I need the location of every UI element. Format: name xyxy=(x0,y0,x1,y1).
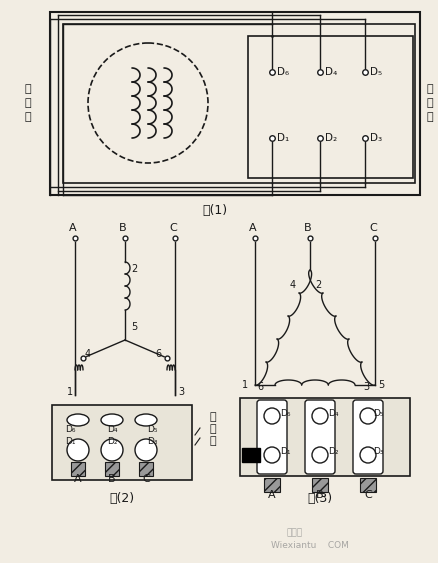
Text: 4: 4 xyxy=(85,349,91,359)
Bar xyxy=(139,462,153,476)
Text: A: A xyxy=(268,490,276,500)
Bar xyxy=(242,448,260,462)
Text: 板: 板 xyxy=(210,436,216,446)
Circle shape xyxy=(101,439,123,461)
Text: 图(3): 图(3) xyxy=(307,491,332,504)
Text: 6: 6 xyxy=(155,349,161,359)
Bar xyxy=(105,462,119,476)
Text: B: B xyxy=(119,223,127,233)
Text: 3: 3 xyxy=(178,387,184,397)
Circle shape xyxy=(264,408,280,424)
Bar xyxy=(360,478,376,492)
Text: 线: 线 xyxy=(210,424,216,434)
FancyBboxPatch shape xyxy=(257,400,287,474)
Text: D₃: D₃ xyxy=(147,437,157,446)
Bar xyxy=(50,12,420,195)
Bar xyxy=(248,36,413,178)
Text: D₂: D₂ xyxy=(325,133,337,143)
Text: A: A xyxy=(69,223,77,233)
Circle shape xyxy=(135,439,157,461)
Text: Wiexiantu    COM: Wiexiantu COM xyxy=(271,541,349,550)
Ellipse shape xyxy=(67,414,89,426)
Text: D₁: D₁ xyxy=(65,437,75,446)
Text: C: C xyxy=(364,490,372,500)
Bar xyxy=(71,462,85,476)
Text: 接
线
板: 接 线 板 xyxy=(427,84,433,122)
Text: 1: 1 xyxy=(67,387,73,397)
Ellipse shape xyxy=(101,414,123,426)
Text: D₁: D₁ xyxy=(277,133,289,143)
Text: D₃: D₃ xyxy=(370,133,382,143)
Text: 2: 2 xyxy=(131,264,137,274)
Text: 4: 4 xyxy=(290,280,296,290)
Text: 图(2): 图(2) xyxy=(110,491,134,504)
Text: D₅: D₅ xyxy=(147,425,157,434)
Circle shape xyxy=(264,447,280,463)
Text: C: C xyxy=(142,474,150,484)
FancyBboxPatch shape xyxy=(305,400,335,474)
Text: A: A xyxy=(74,474,82,484)
Bar xyxy=(240,398,410,476)
FancyBboxPatch shape xyxy=(353,400,383,474)
Text: A: A xyxy=(249,223,257,233)
Ellipse shape xyxy=(135,414,157,426)
Text: 1: 1 xyxy=(242,380,248,390)
Circle shape xyxy=(360,447,376,463)
Circle shape xyxy=(67,439,89,461)
Text: C: C xyxy=(369,223,377,233)
Text: D₅: D₅ xyxy=(373,409,384,418)
Circle shape xyxy=(312,447,328,463)
Text: D₅: D₅ xyxy=(370,67,382,77)
Text: D₆: D₆ xyxy=(280,409,290,418)
Bar xyxy=(63,24,415,183)
Text: D₁: D₁ xyxy=(280,448,290,457)
Circle shape xyxy=(312,408,328,424)
Text: D₂: D₂ xyxy=(328,448,339,457)
Text: 6: 6 xyxy=(257,382,263,392)
Text: 接线图: 接线图 xyxy=(287,528,303,537)
Text: C: C xyxy=(169,223,177,233)
Text: 图(1): 图(1) xyxy=(202,203,228,217)
Circle shape xyxy=(360,408,376,424)
Bar xyxy=(52,405,192,480)
Bar xyxy=(264,478,280,492)
Bar xyxy=(312,478,328,492)
Text: D₃: D₃ xyxy=(373,448,384,457)
Text: B: B xyxy=(316,490,324,500)
Text: D₄: D₄ xyxy=(328,409,339,418)
Text: D₂: D₂ xyxy=(107,437,117,446)
Text: 接: 接 xyxy=(210,412,216,422)
Text: 3: 3 xyxy=(363,382,369,392)
Text: 5: 5 xyxy=(131,322,137,332)
Text: D₆: D₆ xyxy=(277,67,289,77)
Text: 2: 2 xyxy=(315,280,321,290)
Text: D₄: D₄ xyxy=(325,67,337,77)
Text: 电
动
机: 电 动 机 xyxy=(25,84,31,122)
Text: D₆: D₆ xyxy=(65,425,75,434)
Text: B: B xyxy=(304,223,312,233)
Text: B: B xyxy=(108,474,116,484)
Text: D₄: D₄ xyxy=(107,425,117,434)
Text: 5: 5 xyxy=(378,380,384,390)
